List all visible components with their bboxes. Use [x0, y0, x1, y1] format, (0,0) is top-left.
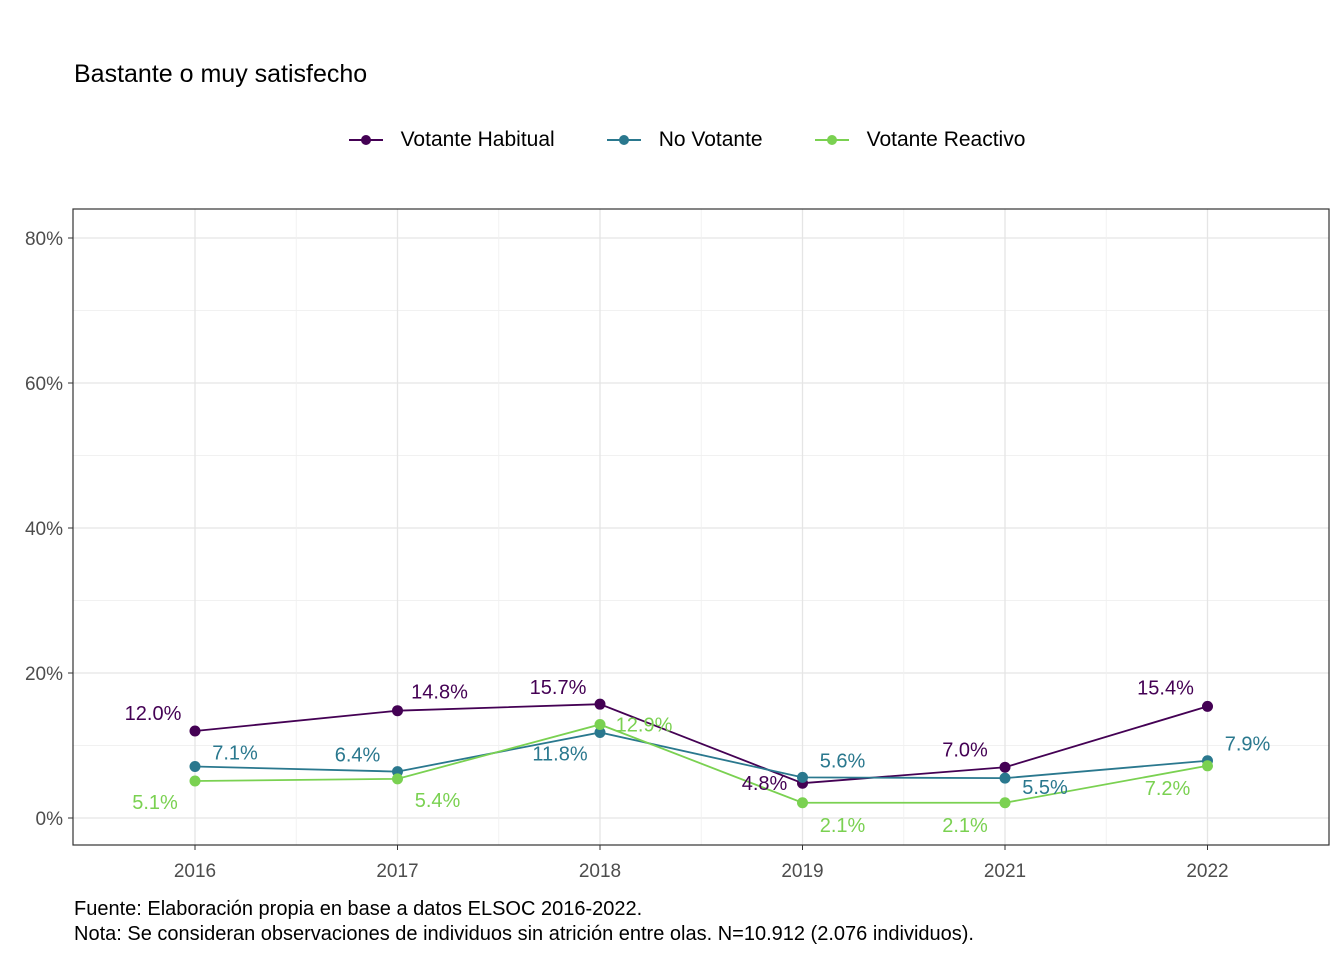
- data-point: [392, 773, 403, 785]
- data-point: [392, 705, 403, 717]
- data-label: 15.7%: [530, 677, 587, 699]
- x-tick-label: 2017: [376, 861, 418, 882]
- data-label: 5.4%: [415, 790, 461, 812]
- legend-key-no-votante: [606, 135, 641, 145]
- series-line: [194, 723, 1208, 804]
- data-label: 11.8%: [532, 743, 587, 765]
- legend-key-votante-habitual: [348, 135, 383, 145]
- data-label: 2.1%: [820, 815, 866, 837]
- x-tick-label: 2019: [781, 861, 823, 882]
- plot-panel-border: [72, 208, 1330, 846]
- grid: [73, 209, 1329, 845]
- y-tick-label: 40%: [25, 519, 63, 540]
- legend-item-votante-reactivo: Votante Reactivo: [785, 128, 1026, 152]
- legend: Votante Habitual No Votante Votante Reac…: [0, 128, 1344, 152]
- y-tick-label: 20%: [25, 664, 63, 685]
- legend-key-votante-reactivo: [814, 135, 849, 145]
- legend-label-votante-reactivo: Votante Reactivo: [866, 128, 1026, 151]
- data-label: 7.1%: [212, 743, 258, 765]
- y-tick-label: 60%: [25, 374, 63, 395]
- series-line: [194, 703, 1208, 785]
- data-point: [189, 775, 201, 787]
- data-point: [999, 772, 1011, 784]
- data-point: [594, 726, 606, 738]
- data-label: 7.2%: [1145, 778, 1191, 800]
- data-label: 5.6%: [820, 750, 866, 772]
- data-point: [999, 761, 1011, 773]
- data-label: 6.4%: [335, 745, 381, 767]
- x-tick-label: 2021: [984, 861, 1026, 882]
- caption-note: Nota: Se consideran observaciones de ind…: [74, 923, 974, 945]
- series-line: [194, 731, 1208, 780]
- data-point: [1202, 700, 1213, 712]
- y-tick-label: 80%: [25, 229, 63, 250]
- data-labels: 12.0% 14.8% 15.7% 4.8% 7.0% 15.4% 7.1% 6.4% 11.8…: [125, 677, 1271, 837]
- x-tick-label: 2016: [174, 861, 216, 882]
- data-label: 2.1%: [942, 815, 988, 837]
- data-point: [189, 761, 201, 773]
- data-label: 7.0%: [942, 739, 988, 761]
- caption-source: Fuente: Elaboración propia en base a dat…: [74, 898, 643, 920]
- data-label: 12.9%: [616, 714, 673, 736]
- legend-item-votante-habitual: Votante Habitual: [319, 128, 555, 152]
- data-point: [594, 718, 606, 730]
- chart-title: Bastante o muy satisfecho: [74, 60, 368, 88]
- legend-item-no-votante: No Votante: [577, 128, 763, 152]
- data-label: 14.8%: [411, 682, 468, 704]
- data-point: [999, 797, 1011, 809]
- data-point: [1202, 760, 1213, 772]
- axes: 0% 20% 40% 60% 80% 2016 2017 2018 2019 2021 2022: [25, 229, 1229, 882]
- y-tick-label: 0%: [36, 809, 64, 830]
- data-label: 5.1%: [132, 792, 178, 814]
- legend-label-no-votante: No Votante: [658, 128, 763, 151]
- data-point: [189, 725, 201, 737]
- data-point: [797, 797, 808, 809]
- data-label: 15.4%: [1137, 677, 1194, 699]
- data-label: 4.8%: [742, 773, 788, 795]
- data-label: 12.0%: [125, 703, 182, 725]
- legend-label-votante-habitual: Votante Habitual: [400, 128, 555, 151]
- data-label: 7.9%: [1225, 734, 1271, 756]
- data-label: 5.5%: [1022, 777, 1068, 799]
- data-point: [594, 698, 606, 710]
- series: [189, 698, 1213, 809]
- x-tick-label: 2018: [579, 861, 621, 882]
- data-point: [797, 771, 808, 783]
- x-tick-label: 2022: [1186, 861, 1228, 882]
- caption: Fuente: Elaboración propia en base a dat…: [74, 897, 974, 947]
